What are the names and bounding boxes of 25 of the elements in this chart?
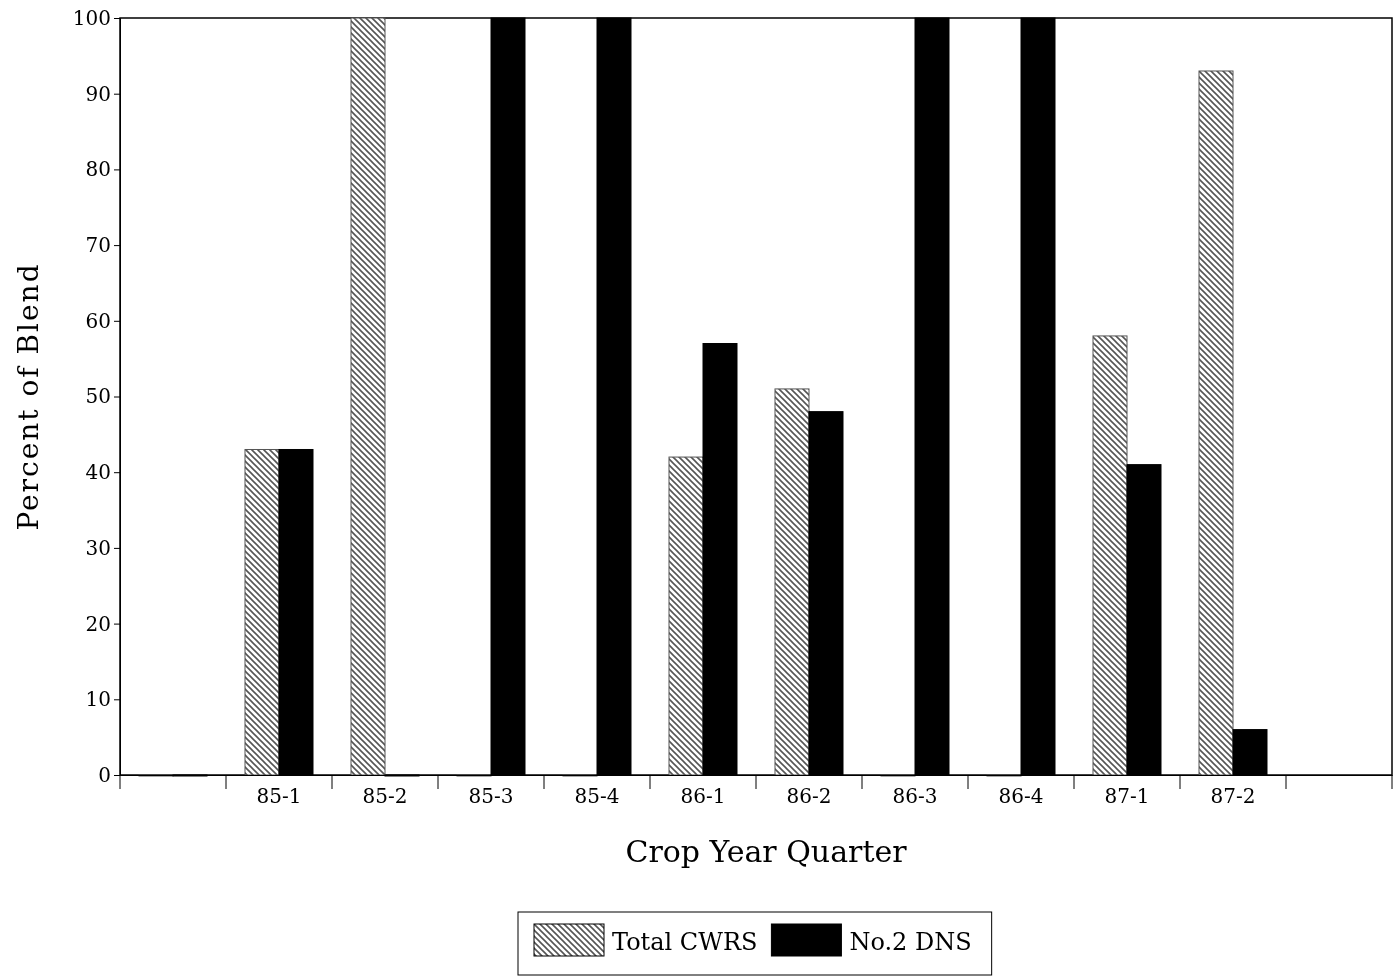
y-tick-label: 50 — [85, 384, 111, 409]
x-tick-label: 85-1 — [256, 784, 302, 809]
y-tick-label: 40 — [85, 460, 111, 485]
y-tick-label: 20 — [85, 611, 111, 636]
y-tick-label: 70 — [85, 233, 111, 257]
y-tick-label: 30 — [85, 535, 111, 560]
y-tick-label: 80 — [85, 157, 111, 182]
x-tick-label: 87-1 — [1104, 784, 1150, 809]
x-tick-label: 86-2 — [786, 784, 832, 809]
x-tick-label: 85-3 — [468, 784, 514, 809]
x-tick-label: 87-2 — [1210, 784, 1256, 809]
x-tick-label: 86-1 — [680, 784, 726, 809]
y-tick-label: 100 — [72, 5, 111, 30]
y-tick-label: 60 — [85, 308, 111, 333]
x-tick-label: 85-2 — [362, 784, 408, 809]
y-tick-label: 10 — [85, 687, 111, 712]
x-axis-title: Crop Year Quarter — [625, 834, 908, 869]
y-tick-label: 0 — [98, 762, 111, 787]
y-tick-label: 90 — [85, 81, 111, 106]
x-tick-label: 86-3 — [892, 784, 938, 809]
legend-label: Total CWRS — [612, 928, 758, 956]
x-tick-label: 86-4 — [998, 784, 1044, 809]
x-tick-label: 85-4 — [574, 784, 620, 809]
y-axis-title: Percent of Blend — [12, 262, 45, 531]
legend-label: No.2 DNS — [849, 928, 972, 956]
